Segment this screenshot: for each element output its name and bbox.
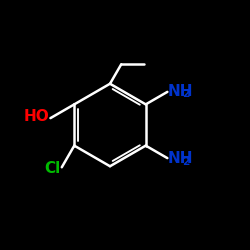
Text: Cl: Cl <box>44 161 60 176</box>
Text: NH: NH <box>168 152 194 166</box>
Text: NH: NH <box>168 84 194 98</box>
Text: HO: HO <box>24 110 49 124</box>
Text: 2: 2 <box>182 90 190 99</box>
Text: 2: 2 <box>182 157 190 167</box>
